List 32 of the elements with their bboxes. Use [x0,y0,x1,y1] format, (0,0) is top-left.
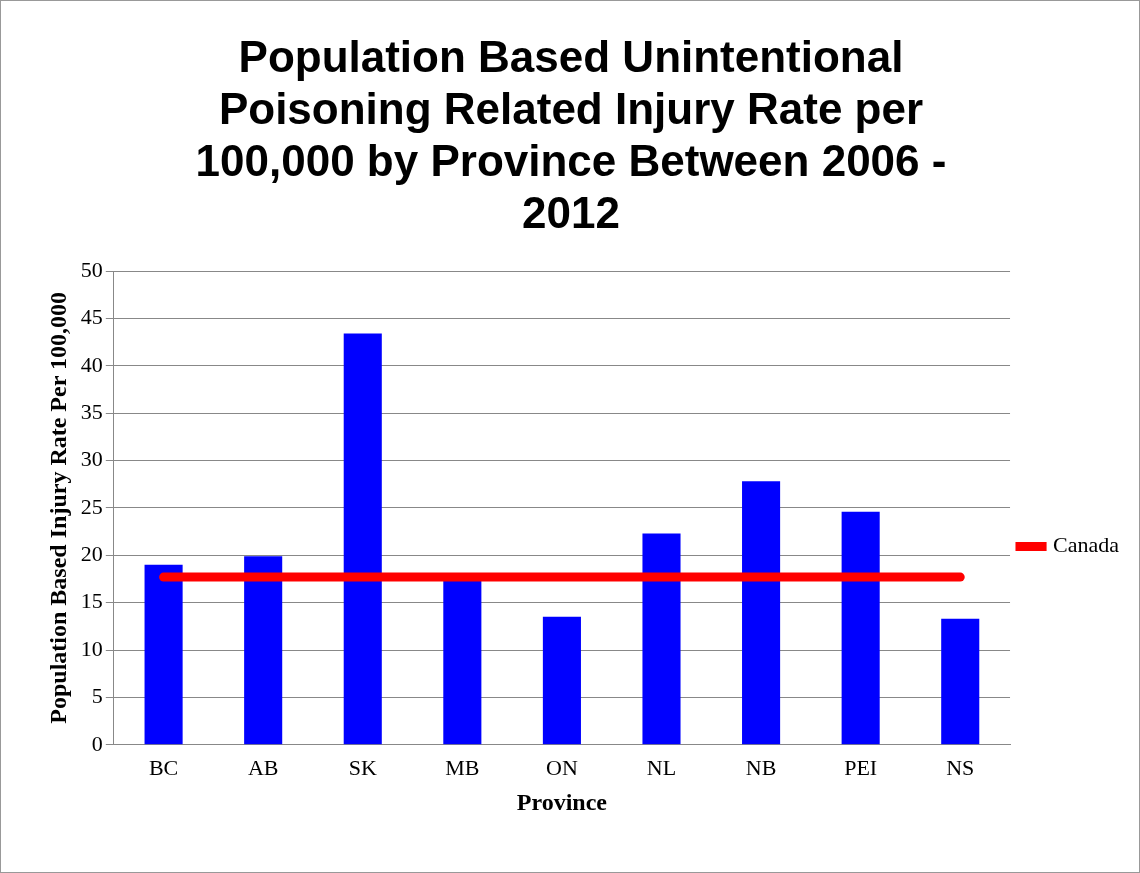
y-tick-label: 50 [80,256,103,282]
y-tick-label: 20 [80,541,103,567]
y-tick-label: 45 [80,304,103,330]
y-tick-label: 30 [80,446,103,472]
bar [144,564,183,745]
y-axis-title: Population Based Injury Rate Per 100,000 [44,292,71,724]
bar [941,618,980,745]
bar [542,616,581,745]
x-tick-label: NB [745,754,777,780]
x-tick-label: ON [546,754,578,780]
y-tick-label: 5 [91,683,103,709]
y-tick-label: 15 [80,588,103,614]
x-tick-label: NS [946,754,975,780]
x-tick-label: BC [148,754,179,780]
x-axis-title: Province [516,788,608,815]
y-tick-label: 40 [80,351,103,377]
legend-label: Canada [1053,532,1120,558]
bar [841,511,880,745]
bar [642,533,681,745]
bar [343,333,382,745]
x-tick-label: PEI [844,754,878,780]
bar [742,481,781,745]
y-tick-label: 0 [91,730,103,756]
x-tick-label: NL [646,754,677,780]
chart-title: Population Based Unintentional Poisoning Related Injury Rate per 100,000 by Province Between 2006 - 2012 [194,31,948,239]
bar [244,556,283,745]
x-tick-label: SK [348,754,377,780]
y-tick-label: 10 [80,635,103,661]
x-tick-label: AB [247,754,279,780]
y-tick-label: 25 [80,493,103,519]
y-tick-label: 35 [80,398,103,424]
x-tick-label: MB [445,754,480,780]
